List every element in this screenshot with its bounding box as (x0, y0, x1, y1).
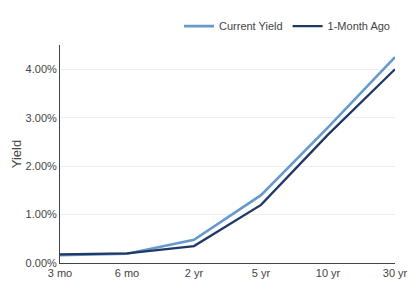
svg-text:10 yr: 10 yr (316, 267, 341, 279)
svg-text:4.00%: 4.00% (26, 63, 57, 75)
svg-text:Current Yield: Current Yield (219, 20, 283, 32)
svg-text:6 mo: 6 mo (115, 267, 139, 279)
svg-text:30 yr: 30 yr (383, 267, 408, 279)
svg-text:0.00%: 0.00% (26, 257, 57, 269)
svg-text:1.00%: 1.00% (26, 208, 57, 220)
svg-text:5 yr: 5 yr (252, 267, 271, 279)
svg-text:Yield: Yield (9, 140, 24, 168)
svg-text:1-Month Ago: 1-Month Ago (328, 20, 390, 32)
svg-text:2 yr: 2 yr (185, 267, 204, 279)
svg-text:2.00%: 2.00% (26, 160, 57, 172)
svg-text:3.00%: 3.00% (26, 112, 57, 124)
svg-text:3 mo: 3 mo (48, 267, 72, 279)
